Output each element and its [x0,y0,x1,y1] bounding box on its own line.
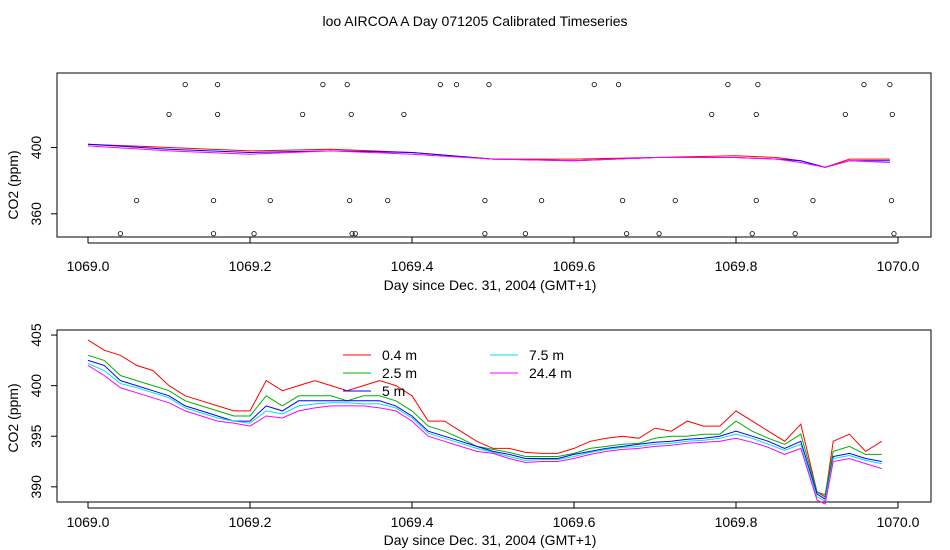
point-marker [267,197,273,204]
x-tick-label: 1069.0 [67,258,110,274]
point-marker [753,197,759,204]
x-tick-label: 1069.8 [715,258,758,274]
series-line-2-5-m [87,354,882,496]
point-marker [117,231,124,237]
point-marker [810,197,816,204]
legend-label: 24.4 m [529,365,572,381]
point-marker [888,197,895,204]
x-tick-label: 1069.2 [229,258,272,274]
point-marker [482,197,488,204]
point-marker [709,111,715,118]
bottom-legend: 0.4 m 2.5 m 5 m 7.5 m 24.4 m [343,347,572,399]
legend-label: 5 m [382,383,405,399]
point-marker [344,81,350,88]
point-marker [320,81,326,88]
figure-title: loo AIRCOA A Day 071205 Calibrated Times… [322,13,627,29]
x-tick-label: 1069.6 [553,514,596,530]
bottom-ylabel: CO2 (ppm) [5,383,21,452]
point-marker [210,197,217,204]
y-tick-label: 390 [28,475,44,499]
point-marker [522,231,529,237]
point-marker [182,81,188,88]
point-marker [889,111,895,118]
point-marker [619,197,626,204]
top-xlabel: Day since Dec. 31, 2004 (GMT+1) [384,277,597,293]
point-marker [887,81,893,88]
series-line-1 [87,143,890,168]
point-marker [482,231,488,237]
point-marker [300,111,306,118]
series-line-7-5-m [87,362,882,502]
x-tick-label: 1069.6 [553,258,596,274]
point-marker [792,231,798,237]
bottom-y-axis: 390 395 400 405 [28,323,57,499]
series-line-2 [87,145,890,168]
point-marker [251,231,257,237]
x-tick-label: 1070.0 [877,514,920,530]
series-line-0-4-m [87,339,883,498]
point-marker [749,231,755,237]
x-tick-label: 1069.8 [715,514,758,530]
point-marker [401,111,407,118]
legend-label: 0.4 m [382,347,417,363]
point-marker [385,197,391,204]
top-panel: CO2 (ppm) Day since Dec. 31, 2004 (GMT+1… [5,72,932,293]
point-marker [437,81,443,88]
x-tick-label: 1069.4 [391,514,434,530]
y-tick-label: 400 [28,374,44,398]
point-marker [725,81,731,88]
point-marker [672,197,678,204]
x-tick-label: 1070.0 [877,258,920,274]
point-marker [215,111,221,118]
point-marker [615,81,622,88]
series-line-5-m [87,359,882,500]
series-line-24-4-m [87,364,882,505]
bottom-panel: CO2 (ppm) Day since Dec. 31, 2004 (GMT+1… [5,323,932,548]
point-marker [210,231,217,237]
y-tick-label: 360 [28,202,44,226]
point-marker [134,197,140,204]
point-marker [166,111,172,118]
point-marker [656,231,662,237]
top-x-axis: 1069.0 1069.2 1069.4 1069.6 1069.8 1070.0 [67,237,920,274]
point-marker [891,231,897,237]
point-marker [861,81,867,88]
top-point-markers [117,81,897,237]
legend-label: 2.5 m [382,365,417,381]
point-marker [538,197,545,204]
point-marker [753,111,759,118]
y-tick-label: 395 [28,424,44,448]
point-marker [624,231,630,237]
point-marker [349,231,355,237]
y-tick-label: 405 [28,323,44,347]
series-line-0 [87,143,890,168]
top-y-axis: 360 400 [28,136,57,226]
point-marker [215,81,221,88]
top-plot-frame [56,72,932,238]
y-tick-label: 400 [28,136,44,160]
point-marker [348,111,354,118]
point-marker [591,81,597,88]
point-marker [347,197,353,204]
legend-label: 7.5 m [529,347,564,363]
bottom-xlabel: Day since Dec. 31, 2004 (GMT+1) [384,532,597,548]
x-tick-label: 1069.2 [229,514,272,530]
x-tick-label: 1069.4 [391,258,434,274]
bottom-series-lines [87,339,883,505]
point-marker [453,81,460,88]
top-series-lines [87,143,890,168]
point-marker [755,81,761,88]
top-ylabel: CO2 (ppm) [5,150,21,219]
x-tick-label: 1069.0 [67,514,110,530]
bottom-plot-frame [56,329,932,503]
point-marker [352,231,358,237]
point-marker [486,81,492,88]
bottom-x-axis: 1069.0 1069.2 1069.4 1069.6 1069.8 1070.0 [67,502,920,530]
point-marker [842,111,848,118]
